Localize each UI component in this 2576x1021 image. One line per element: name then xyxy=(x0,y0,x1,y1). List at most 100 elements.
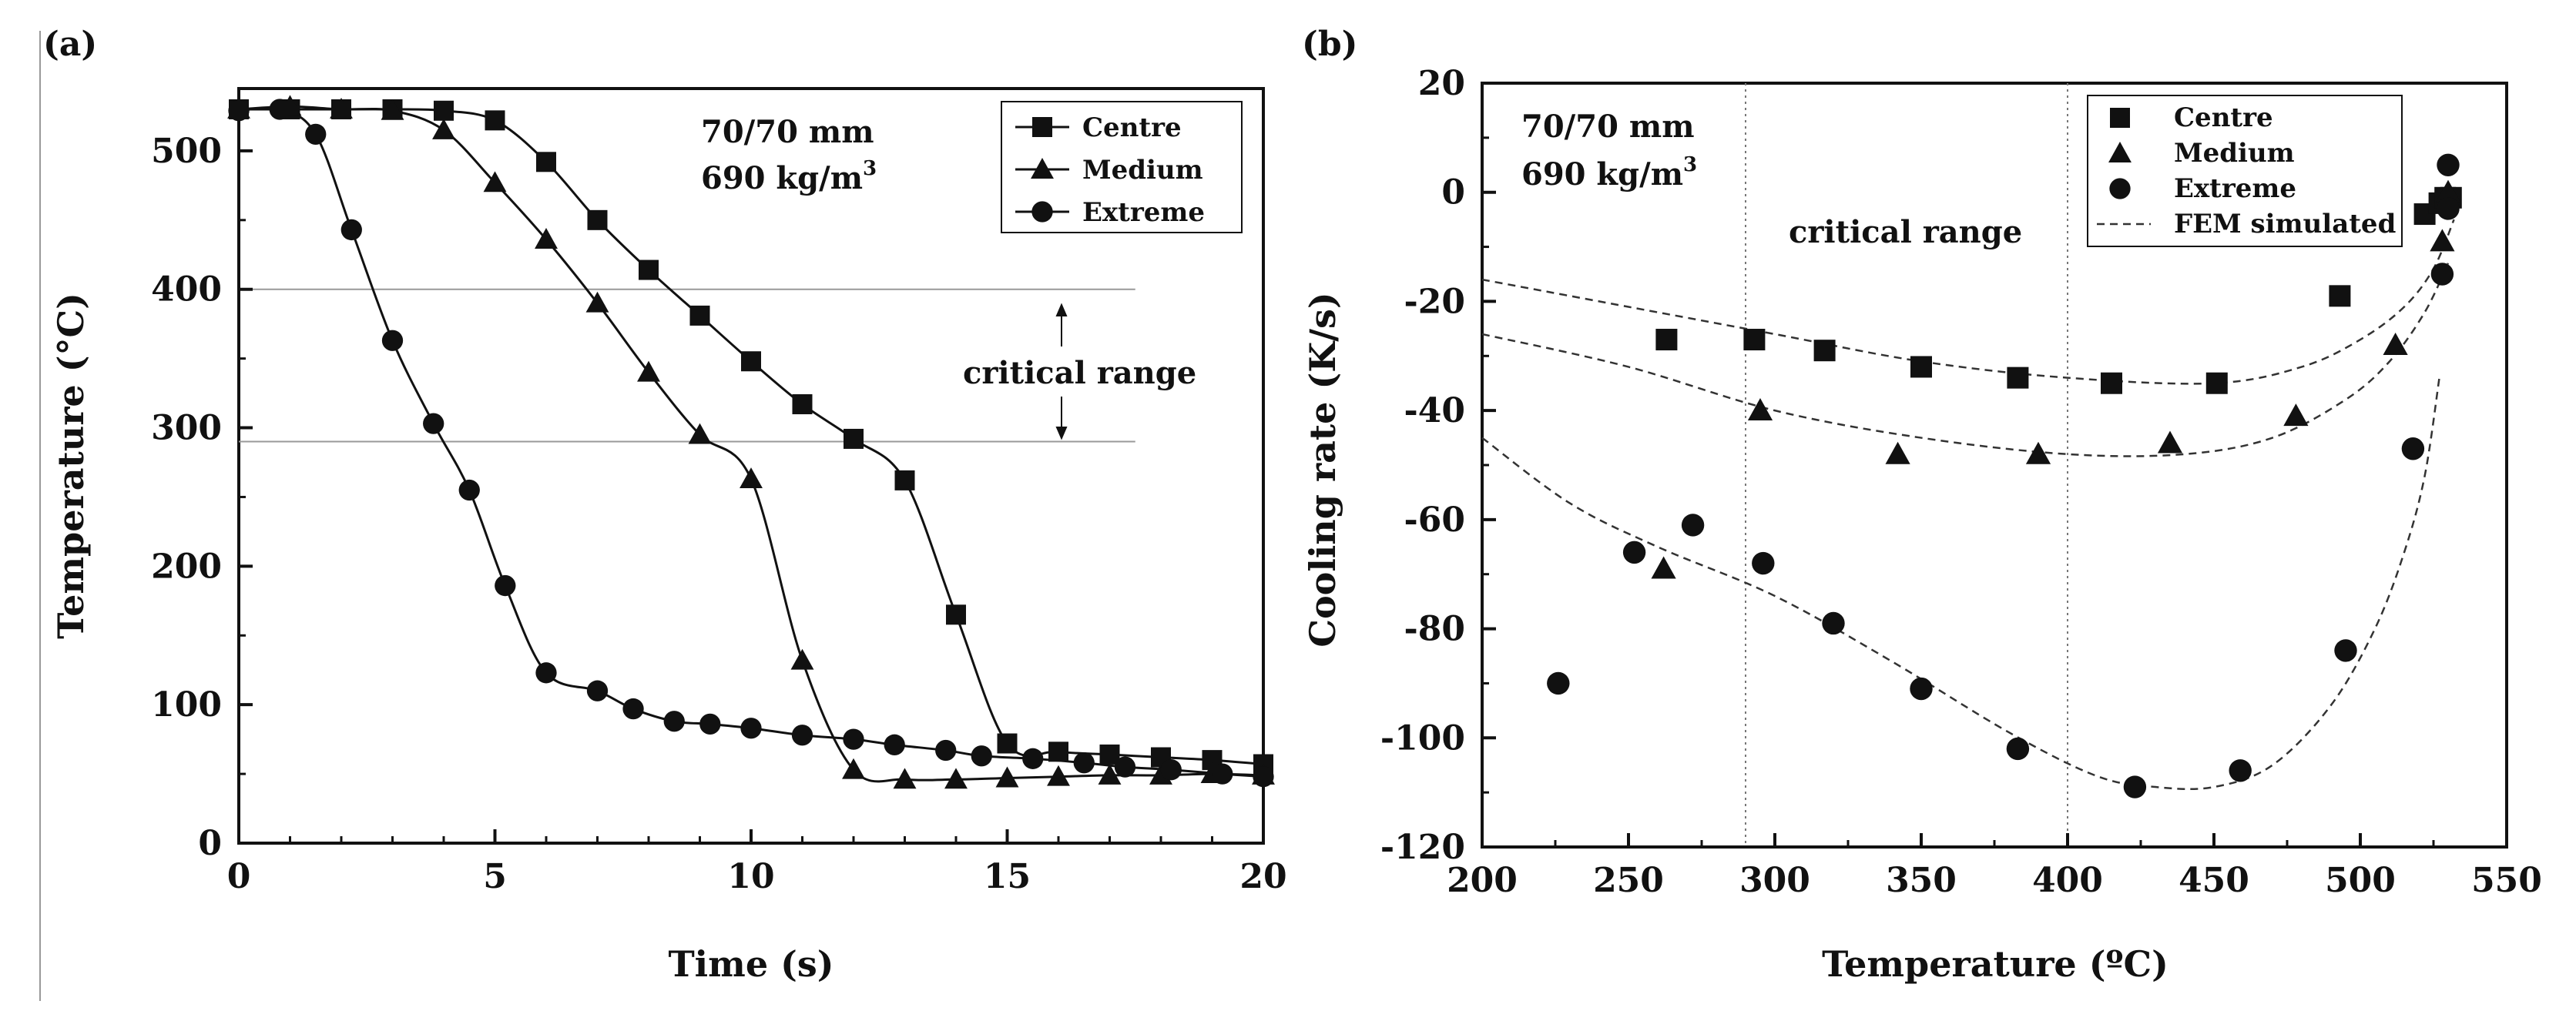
panel-a-x-axis-title: Time (s) xyxy=(668,943,834,985)
panel-b-point-centre xyxy=(1813,340,1836,362)
panel-a-point-centre xyxy=(844,428,864,449)
panel-b-point-centre xyxy=(2329,285,2351,307)
panel-b-chart: (b) 200 250 300 350 400 450 500 550-120-100-80-… xyxy=(1302,25,2542,985)
panel-b-legend-label-medium: Medium xyxy=(2174,138,2295,169)
panel-a-point-medium xyxy=(330,98,353,119)
panel-a-legend-label-medium: Medium xyxy=(1082,155,1203,186)
panel-a-point-extreme xyxy=(305,123,327,145)
panel-a-point-medium xyxy=(432,118,455,139)
panel-a-point-extreme xyxy=(269,99,290,120)
panel-a-legend: Centre Medium Extreme xyxy=(1001,101,1243,233)
panel-b-point-medium xyxy=(1651,556,1676,579)
panel-a-legend-label-centre: Centre xyxy=(1082,112,1182,143)
panel-b-point-extreme xyxy=(2006,737,2030,761)
panel-b-point-extreme xyxy=(2437,197,2460,220)
panel-b-point-centre xyxy=(2101,372,2122,394)
panel-a-legend-label-extreme: Extreme xyxy=(1082,197,1205,228)
panel-b-point-extreme xyxy=(1681,514,1705,537)
panel-b-y-tick-label-20: 20 xyxy=(1418,64,1465,103)
panel-a-point-medium xyxy=(585,291,609,313)
panel-a-point-centre xyxy=(792,393,813,414)
panel-a-point-extreme xyxy=(935,739,957,762)
panel-a-x-tick-label-10: 10 xyxy=(727,857,774,896)
panel-b-point-extreme xyxy=(2430,263,2454,286)
panel-b-legend: Centre Medium Extreme FEM simulated xyxy=(2087,95,2403,247)
panel-a-point-extreme xyxy=(843,728,864,750)
panel-a-x-tick-label-0: 0 xyxy=(227,857,251,896)
panel-a-y-axis-title: Temperature (°C) xyxy=(50,293,92,639)
panel-b-point-centre xyxy=(1743,329,1766,351)
panel-a-point-extreme xyxy=(622,698,644,720)
panel-a-y-tick-label-200: 200 xyxy=(151,547,222,586)
panel-a-point-medium xyxy=(535,228,558,249)
panel-a-point-medium xyxy=(790,648,814,670)
panel-a-critical-range-arrow xyxy=(1055,303,1068,440)
panel-a-point-centre xyxy=(894,470,915,490)
panel-b-y-tick-label--20: -20 xyxy=(1404,282,1466,321)
panel-b-point-medium xyxy=(2383,333,2408,355)
panel-a-point-centre xyxy=(587,209,608,230)
panel-a-y-tick-label-300: 300 xyxy=(151,409,222,448)
panel-a-point-extreme xyxy=(423,413,444,434)
panel-b-fem-curve-2 xyxy=(1481,263,2450,457)
panel-a-critical-range-label: critical range xyxy=(963,355,1196,391)
panel-a-x-tick-label-20: 20 xyxy=(1239,857,1286,896)
panel-a-point-extreme xyxy=(1253,766,1274,788)
panel-a-point-extreme xyxy=(699,713,721,735)
panel-b-point-extreme xyxy=(1822,611,1845,635)
panel-b-point-extreme xyxy=(1622,541,1646,564)
panel-a-point-medium xyxy=(842,758,865,779)
panel-a-x-tick-label-5: 5 xyxy=(483,857,507,896)
panel-b-point-medium xyxy=(2430,229,2455,252)
panel-b-critical-range-label: critical range xyxy=(1789,214,2022,250)
panel-b-point-extreme xyxy=(2123,775,2147,798)
panel-b-x-tick-label-550: 550 xyxy=(2471,861,2542,900)
panel-a-point-centre xyxy=(997,733,1018,754)
panel-b-point-medium xyxy=(2283,403,2309,427)
panel-a-point-medium xyxy=(483,171,507,192)
panel-a-legend-marker-extreme xyxy=(1031,201,1053,223)
panel-a-point-extreme xyxy=(228,100,250,122)
panel-a-point-extreme xyxy=(1114,756,1136,778)
panel-a-y-tick-label-500: 500 xyxy=(151,132,222,171)
panel-a-y-tick-label-400: 400 xyxy=(151,270,222,310)
panel-a-point-extreme xyxy=(663,711,685,732)
panel-a-point-medium xyxy=(381,99,404,120)
panel-b-y-tick-label--100: -100 xyxy=(1380,718,1465,758)
panel-a-y-tick-label-0: 0 xyxy=(198,824,222,863)
panel-a-point-centre xyxy=(536,152,556,172)
panel-b-point-extreme xyxy=(2334,639,2357,662)
panel-b-y-axis-title: Cooling rate (K/s) xyxy=(1302,292,1343,647)
panel-a-point-medium xyxy=(1149,763,1172,785)
panel-b-legend-label-centre: Centre xyxy=(2174,102,2273,133)
panel-b-legend-label-fem-simulated: FEM simulated xyxy=(2174,209,2396,239)
panel-b-point-extreme xyxy=(1547,671,1570,695)
panel-a-point-extreme xyxy=(381,330,404,351)
panel-b-x-tick-label-450: 450 xyxy=(2179,861,2249,900)
panel-b-point-medium xyxy=(1885,441,1910,464)
panel-a-point-centre xyxy=(741,351,761,372)
panel-b-point-centre xyxy=(2007,367,2029,389)
panel-b-x-tick-label-350: 350 xyxy=(1886,861,1957,900)
panel-b-label: (b) xyxy=(1302,25,1357,64)
panel-a-point-extreme xyxy=(884,734,905,755)
panel-b-legend-marker-extreme xyxy=(2109,178,2131,199)
panel-b-density-exp: 3 xyxy=(1683,153,1697,176)
panel-a-point-extreme xyxy=(1022,748,1044,769)
panel-a-point-centre xyxy=(689,305,710,326)
panel-a-point-medium xyxy=(688,423,712,444)
panel-b-x-axis-title: Temperature (ºC) xyxy=(1822,943,2168,985)
panel-b-x-tick-label-200: 200 xyxy=(1447,861,1518,900)
panel-a-legend-marker-medium xyxy=(1031,158,1054,179)
panel-a-point-medium xyxy=(1098,763,1122,785)
panel-a-point-extreme xyxy=(586,680,609,701)
panel-a-density-exp: 3 xyxy=(863,157,877,180)
panel-b-x-tick-label-500: 500 xyxy=(2325,861,2396,900)
panel-b-point-extreme xyxy=(2401,437,2425,460)
panel-b-y-tick-label--60: -60 xyxy=(1404,500,1466,540)
panel-b-point-extreme xyxy=(2437,153,2460,176)
panel-a-density-text: 690 kg/m xyxy=(701,160,863,196)
panel-b-fem-curve-3 xyxy=(1481,377,2440,791)
panel-b-point-centre xyxy=(1655,329,1678,351)
